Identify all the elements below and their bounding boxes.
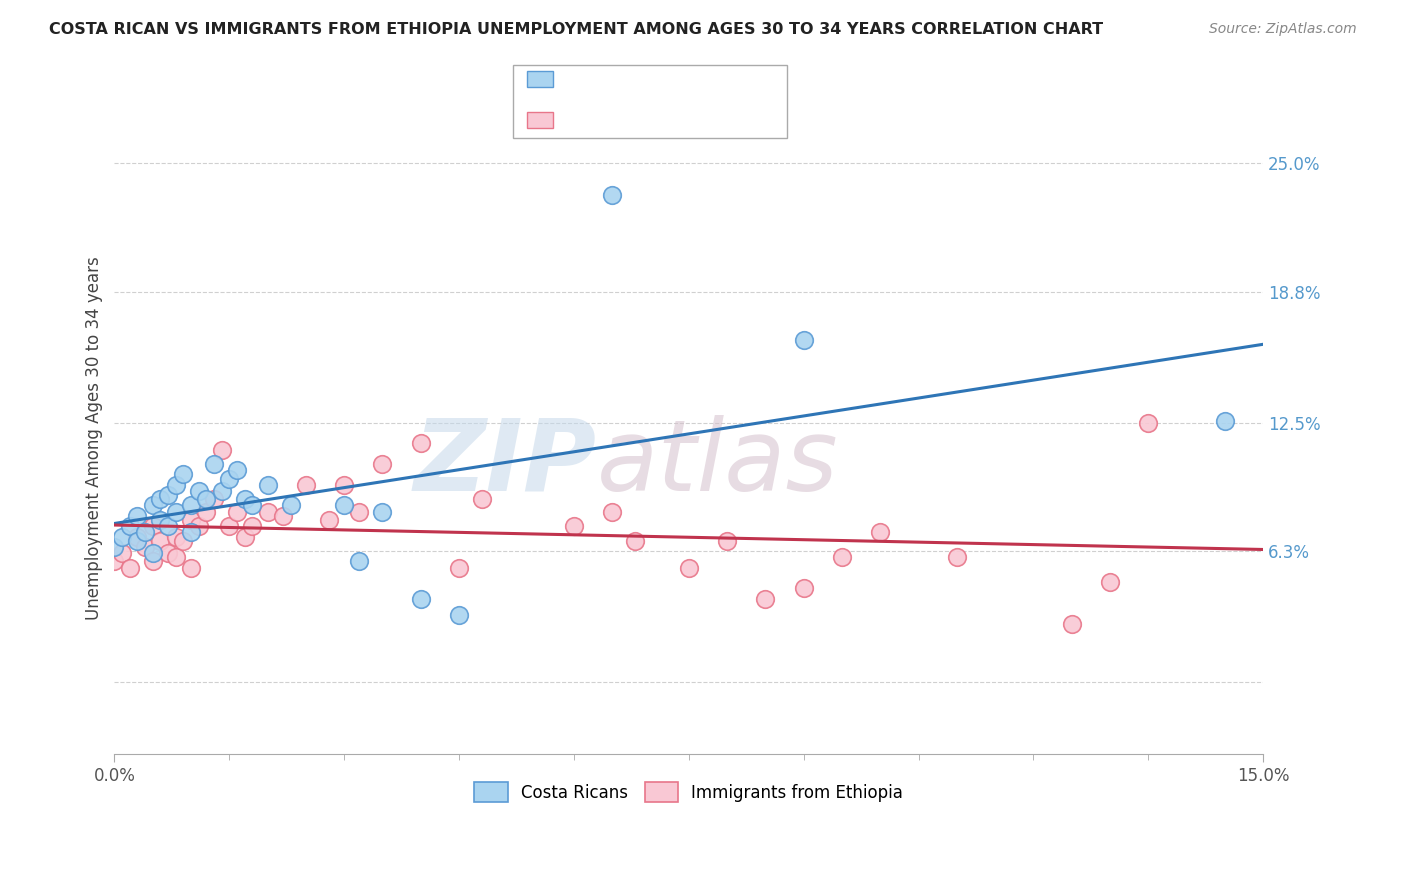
Point <box>211 442 233 457</box>
Point <box>240 499 263 513</box>
Point <box>226 463 249 477</box>
Text: R =: R = <box>562 113 599 131</box>
Point <box>149 533 172 548</box>
Point <box>127 508 149 523</box>
Point <box>165 530 187 544</box>
Point <box>333 499 356 513</box>
Text: N =: N = <box>651 113 688 131</box>
Point <box>142 554 165 568</box>
Point <box>180 525 202 540</box>
Point <box>869 525 891 540</box>
Point <box>103 554 125 568</box>
Point <box>157 488 180 502</box>
Point <box>172 533 194 548</box>
Point <box>831 550 853 565</box>
Point <box>624 533 647 548</box>
Point <box>111 530 134 544</box>
Point <box>218 519 240 533</box>
Point <box>134 525 156 540</box>
Point <box>165 477 187 491</box>
Point <box>233 492 256 507</box>
Text: 0.197: 0.197 <box>598 113 650 131</box>
Point <box>256 505 278 519</box>
Point <box>118 560 141 574</box>
Legend: Costa Ricans, Immigrants from Ethiopia: Costa Ricans, Immigrants from Ethiopia <box>468 775 910 809</box>
Point <box>1213 413 1236 427</box>
Point <box>271 508 294 523</box>
Point <box>409 591 432 606</box>
Point <box>111 546 134 560</box>
Point <box>562 519 585 533</box>
Point <box>295 477 318 491</box>
Point <box>946 550 969 565</box>
Text: N =: N = <box>651 75 688 93</box>
Point <box>202 457 225 471</box>
Text: 45: 45 <box>682 113 704 131</box>
Point <box>157 546 180 560</box>
Point <box>716 533 738 548</box>
Text: COSTA RICAN VS IMMIGRANTS FROM ETHIOPIA UNEMPLOYMENT AMONG AGES 30 TO 34 YEARS C: COSTA RICAN VS IMMIGRANTS FROM ETHIOPIA … <box>49 22 1104 37</box>
Point <box>187 483 209 498</box>
Point <box>157 519 180 533</box>
Point <box>211 483 233 498</box>
Point <box>180 560 202 574</box>
Point <box>600 187 623 202</box>
Point <box>218 471 240 485</box>
Text: R =: R = <box>562 75 599 93</box>
Point <box>195 492 218 507</box>
Point <box>180 513 202 527</box>
Point <box>172 467 194 482</box>
Point <box>280 499 302 513</box>
Point <box>471 492 494 507</box>
Point <box>409 436 432 450</box>
Point <box>754 591 776 606</box>
Point <box>142 519 165 533</box>
Point <box>349 554 371 568</box>
Point <box>793 582 815 596</box>
Point <box>240 519 263 533</box>
Point <box>226 505 249 519</box>
Point <box>1060 616 1083 631</box>
Text: Source: ZipAtlas.com: Source: ZipAtlas.com <box>1209 22 1357 37</box>
Point <box>600 505 623 519</box>
Point <box>678 560 700 574</box>
Text: 35: 35 <box>682 75 704 93</box>
Point <box>142 546 165 560</box>
Point <box>233 530 256 544</box>
Point <box>127 533 149 548</box>
Point <box>134 540 156 554</box>
Point <box>447 560 470 574</box>
Point <box>202 492 225 507</box>
Point <box>349 505 371 519</box>
Point <box>127 530 149 544</box>
Text: 0.181: 0.181 <box>598 75 650 93</box>
Point <box>371 457 394 471</box>
Point <box>1137 416 1160 430</box>
Point <box>793 333 815 347</box>
Point <box>447 608 470 623</box>
Point <box>180 499 202 513</box>
Point <box>118 519 141 533</box>
Point <box>333 477 356 491</box>
Point <box>165 550 187 565</box>
Point <box>371 505 394 519</box>
Y-axis label: Unemployment Among Ages 30 to 34 years: Unemployment Among Ages 30 to 34 years <box>86 256 103 620</box>
Text: ZIP: ZIP <box>413 415 598 512</box>
Point <box>165 505 187 519</box>
Point <box>256 477 278 491</box>
Point <box>318 513 340 527</box>
Point <box>149 492 172 507</box>
Point <box>187 519 209 533</box>
Point <box>1099 575 1122 590</box>
Point <box>142 499 165 513</box>
Point <box>149 513 172 527</box>
Text: atlas: atlas <box>598 415 838 512</box>
Point <box>195 505 218 519</box>
Point <box>103 540 125 554</box>
